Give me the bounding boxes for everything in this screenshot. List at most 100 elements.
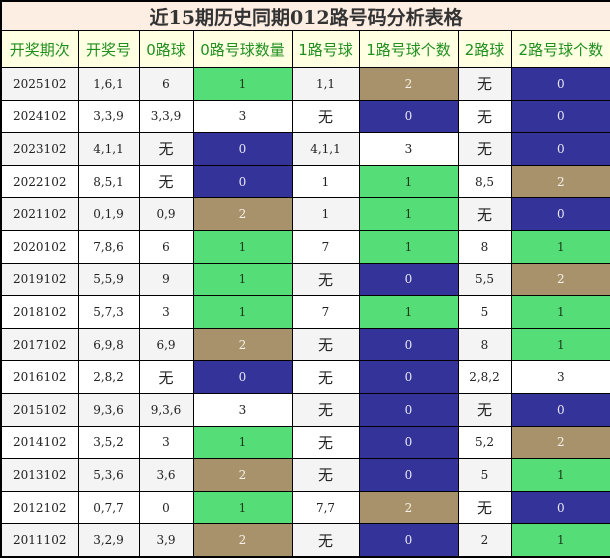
numbers-cell: 3,3,9: [77, 99, 140, 134]
route0-balls-cell: 0: [138, 490, 194, 525]
route0-count-cell: 1: [192, 295, 293, 329]
period-cell: 2014102: [0, 425, 79, 460]
header-route1-count: 1路号球个数: [358, 30, 459, 68]
route2-balls-cell: 无: [457, 132, 512, 166]
header-numbers: 开奖号: [77, 30, 140, 68]
period-cell: 2015102: [0, 392, 79, 427]
route0-count-cell: 2: [192, 523, 293, 558]
route2-balls-cell: 无: [457, 67, 512, 101]
route0-count-cell: 2: [192, 197, 293, 231]
table-row: 2011102 3,2,9 3,9 2 无 0 2 1: [0, 523, 610, 558]
route2-count-cell: 2: [510, 262, 610, 297]
route2-balls-cell: 无: [457, 99, 512, 134]
numbers-cell: 4,1,1: [77, 132, 140, 166]
table-row: 2023102 4,1,1 无 0 4,1,1 3 无 0: [0, 132, 610, 166]
route0-balls-cell: 6: [138, 229, 194, 264]
route1-balls-cell: 1,1: [291, 67, 360, 101]
route0-count-cell: 1: [192, 262, 293, 297]
table-row: 2021102 0,1,9 0,9 2 1 1 无 0: [0, 197, 610, 231]
route0-balls-cell: 6: [138, 67, 194, 101]
table-title: 近15期历史同期012路号码分析表格: [0, 0, 610, 31]
route1-balls-cell: 无: [291, 262, 360, 297]
route1-count-cell: 1: [358, 164, 459, 199]
period-cell: 2011102: [0, 523, 79, 558]
period-cell: 2019102: [0, 262, 79, 297]
route1-balls-cell: 7: [291, 295, 360, 329]
route2-balls-cell: 5,5: [457, 262, 512, 297]
route1-balls-cell: 7: [291, 229, 360, 264]
table-row: 2018102 5,7,3 3 1 7 1 5 1: [0, 295, 610, 329]
numbers-cell: 0,1,9: [77, 197, 140, 231]
route1-count-cell: 0: [358, 458, 459, 492]
route2-count-cell: 0: [510, 490, 610, 525]
period-cell: 2016102: [0, 360, 79, 394]
header-route0-count: 0路号球数量: [192, 30, 293, 68]
route2-balls-cell: 2: [457, 523, 512, 558]
route2-balls-cell: 5: [457, 458, 512, 492]
route1-balls-cell: 1: [291, 197, 360, 231]
route0-count-cell: 2: [192, 327, 293, 362]
route0-count-cell: 1: [192, 425, 293, 460]
route2-count-cell: 3: [510, 360, 610, 394]
table-row: 2022102 8,5,1 无 0 1 1 8,5 2: [0, 164, 610, 199]
route1-count-cell: 0: [358, 392, 459, 427]
route2-balls-cell: 8: [457, 327, 512, 362]
header-row: 开奖期次 开奖号 0路球 0路号球数量 1路号球 1路号球个数 2路球 2路号球…: [0, 30, 610, 68]
route1-count-cell: 0: [358, 360, 459, 394]
numbers-cell: 5,3,6: [77, 458, 140, 492]
route0-balls-cell: 3,6: [138, 458, 194, 492]
route1-count-cell: 0: [358, 327, 459, 362]
route1-count-cell: 1: [358, 295, 459, 329]
route2-count-cell: 0: [510, 197, 610, 231]
route0-balls-cell: 3: [138, 425, 194, 460]
route0-balls-cell: 6,9: [138, 327, 194, 362]
route1-balls-cell: 无: [291, 327, 360, 362]
numbers-cell: 9,3,6: [77, 392, 140, 427]
route0-balls-cell: 0,9: [138, 197, 194, 231]
route1-count-cell: 0: [358, 99, 459, 134]
route2-count-cell: 2: [510, 164, 610, 199]
period-cell: 2017102: [0, 327, 79, 362]
table-row: 2015102 9,3,6 9,3,6 3 无 0 无 0: [0, 392, 610, 427]
numbers-cell: 3,5,2: [77, 425, 140, 460]
route0-count-cell: 1: [192, 67, 293, 101]
table-row: 2013102 5,3,6 3,6 2 无 0 5 1: [0, 458, 610, 492]
route1-balls-cell: 1: [291, 164, 360, 199]
route1-balls-cell: 7,7: [291, 490, 360, 525]
route0-balls-cell: 无: [138, 132, 194, 166]
route2-balls-cell: 8,5: [457, 164, 512, 199]
numbers-cell: 7,8,6: [77, 229, 140, 264]
period-cell: 2024102: [0, 99, 79, 134]
route2-count-cell: 1: [510, 458, 610, 492]
route2-count-cell: 1: [510, 523, 610, 558]
route0-count-cell: 0: [192, 164, 293, 199]
route0-count-cell: 3: [192, 392, 293, 427]
table-row: 2012102 0,7,7 0 1 7,7 2 无 0: [0, 490, 610, 525]
route0-count-cell: 0: [192, 132, 293, 166]
numbers-cell: 3,2,9: [77, 523, 140, 558]
route1-count-cell: 2: [358, 67, 459, 101]
route1-count-cell: 3: [358, 132, 459, 166]
route1-count-cell: 0: [358, 425, 459, 460]
route2-balls-cell: 5,2: [457, 425, 512, 460]
header-route0-balls: 0路球: [138, 30, 194, 68]
table-row: 2016102 2,8,2 无 0 无 0 2,8,2 3: [0, 360, 610, 394]
header-period: 开奖期次: [0, 30, 79, 68]
period-cell: 2023102: [0, 132, 79, 166]
route2-count-cell: 1: [510, 327, 610, 362]
route1-balls-cell: 无: [291, 458, 360, 492]
route2-balls-cell: 无: [457, 197, 512, 231]
route1-count-cell: 0: [358, 523, 459, 558]
route2-count-cell: 1: [510, 229, 610, 264]
route2-count-cell: 1: [510, 295, 610, 329]
route1-count-cell: 0: [358, 262, 459, 297]
table-row: 2017102 6,9,8 6,9 2 无 0 8 1: [0, 327, 610, 362]
table-row: 2014102 3,5,2 3 1 无 0 5,2 2: [0, 425, 610, 460]
route1-count-cell: 1: [358, 197, 459, 231]
period-cell: 2025102: [0, 67, 79, 101]
header-route1-balls: 1路号球: [291, 30, 360, 68]
route0-balls-cell: 9: [138, 262, 194, 297]
route0-balls-cell: 3,3,9: [138, 99, 194, 134]
route2-count-cell: 0: [510, 67, 610, 101]
